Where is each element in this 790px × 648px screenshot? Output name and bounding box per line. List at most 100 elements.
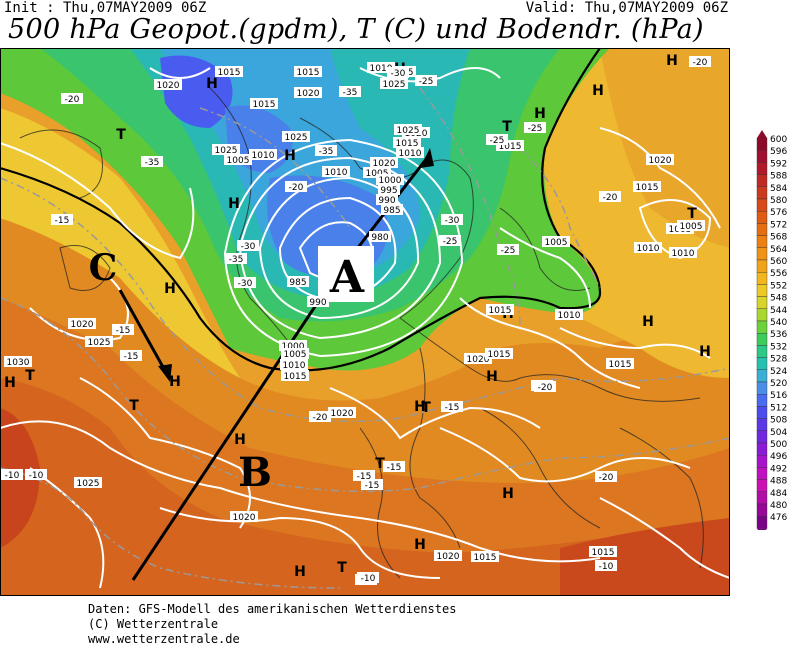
scale-level-label: 536: [770, 330, 787, 340]
isobar-label: 1020: [434, 550, 462, 562]
high-pressure-label: H: [169, 374, 181, 390]
isobar-label: 1005: [224, 154, 252, 166]
isobar-label: 1020: [328, 407, 356, 419]
isobar-label: 1015: [215, 66, 243, 78]
scale-swatch: [756, 442, 768, 456]
scale-swatch: [756, 186, 768, 200]
svg-text:-15: -15: [124, 352, 139, 362]
svg-text:-20: -20: [693, 58, 708, 68]
scale-swatch: [756, 308, 768, 322]
svg-text:-15: -15: [445, 403, 460, 413]
low-pressure-label: T: [25, 368, 35, 384]
isobar-label: 1010: [280, 359, 308, 371]
svg-text:-25: -25: [490, 136, 505, 146]
high-pressure-label: H: [164, 281, 176, 297]
footer-copyright: (C) Wetterzentrale: [88, 617, 219, 631]
svg-text:1025: 1025: [397, 126, 420, 136]
svg-text:-35: -35: [145, 158, 160, 168]
high-pressure-label: H: [414, 537, 426, 553]
svg-text:1005: 1005: [680, 222, 703, 232]
scale-level-label: 496: [770, 452, 787, 462]
isobar-label: 1015: [606, 358, 634, 370]
isobar-label: 1015: [496, 140, 524, 152]
isobar-label: 1025: [85, 336, 113, 348]
svg-text:1020: 1020: [331, 409, 354, 419]
svg-text:-25: -25: [443, 237, 458, 247]
temperature-label: -30: [387, 67, 409, 79]
scale-level-label: 492: [770, 464, 787, 474]
temperature-label: -25: [497, 244, 519, 256]
isobar-label: 1020: [230, 511, 258, 523]
temperature-label: -10: [25, 469, 47, 481]
svg-text:H: H: [699, 344, 711, 360]
temperature-label: -25: [486, 134, 508, 146]
svg-text:1020: 1020: [233, 513, 256, 523]
svg-text:1030: 1030: [7, 358, 30, 368]
svg-text:1015: 1015: [488, 350, 511, 360]
scale-swatch: [756, 345, 768, 358]
scale-level-label: 572: [770, 220, 787, 230]
high-pressure-label: H: [502, 486, 514, 502]
temperature-label: -25: [439, 235, 461, 247]
svg-text:-10: -10: [599, 562, 614, 572]
isobar-label: 990: [307, 296, 329, 308]
svg-text:T: T: [502, 119, 512, 135]
svg-text:H: H: [534, 106, 546, 122]
temperature-label: -20: [285, 181, 307, 193]
svg-text:1020: 1020: [649, 156, 672, 166]
scale-level-label: 500: [770, 440, 787, 450]
isobar-label: 1025: [212, 144, 240, 156]
svg-text:-20: -20: [289, 183, 304, 193]
scale-level-label: 544: [770, 306, 787, 316]
isobar-label: 995: [378, 184, 400, 196]
svg-text:990: 990: [378, 196, 395, 206]
svg-text:H: H: [4, 375, 16, 391]
svg-text:1020: 1020: [297, 89, 320, 99]
scale-level-label: 560: [770, 257, 787, 267]
map-frame: [0, 48, 730, 596]
svg-text:-10: -10: [5, 471, 20, 481]
footer-url: www.wetterzentrale.de: [88, 632, 240, 646]
svg-text:H: H: [642, 314, 654, 330]
arrow-head-a: [420, 148, 434, 168]
scale-swatch: [756, 455, 768, 468]
isobar-label: 1015: [589, 546, 617, 558]
svg-text:-35: -35: [229, 255, 244, 265]
isobars: [0, 67, 730, 589]
isobar-label: 1015: [393, 137, 421, 149]
svg-text:-30: -30: [241, 242, 256, 252]
svg-text:1010: 1010: [558, 311, 581, 321]
svg-text:H: H: [284, 148, 296, 164]
svg-text:-15: -15: [116, 326, 131, 336]
scale-swatch: [756, 491, 768, 505]
init-time: Init : Thu,07MAY2009 06Z: [4, 0, 207, 16]
svg-text:T: T: [687, 206, 697, 222]
svg-text:H: H: [294, 564, 306, 580]
high-pressure-label: H: [206, 76, 218, 92]
high-pressure-label: H: [534, 106, 546, 122]
scale-swatch: [756, 381, 768, 395]
svg-text:T: T: [25, 368, 35, 384]
isobar-label: 1015: [281, 370, 309, 382]
svg-text:1010: 1010: [637, 244, 660, 254]
svg-text:H: H: [414, 399, 426, 415]
svg-text:-15: -15: [365, 481, 380, 491]
temperature-label: -30: [237, 240, 259, 252]
annotation-a: A: [329, 252, 365, 303]
temperature-label: -35: [315, 145, 337, 157]
scale-level-label: 504: [770, 428, 787, 438]
scale-swatch: [756, 467, 768, 480]
forecast-map: A B C HHHHHHHHHHHHHHHHHHHTTTTTTTT 102010…: [0, 48, 730, 596]
scale-swatch: [756, 394, 768, 407]
scale-level-label: 600: [770, 135, 787, 145]
svg-text:-35: -35: [319, 147, 334, 157]
scale-bottom-arrow: [757, 528, 767, 530]
low-pressure-label: T: [421, 400, 431, 416]
high-pressure-label: H: [228, 196, 240, 212]
svg-text:-25: -25: [501, 246, 516, 256]
scale-level-label: 508: [770, 416, 787, 426]
scale-level-label: 520: [770, 379, 787, 389]
scale-swatch: [756, 296, 768, 310]
isobar-label: 1010: [634, 242, 662, 254]
scale-level-label: 528: [770, 355, 787, 365]
